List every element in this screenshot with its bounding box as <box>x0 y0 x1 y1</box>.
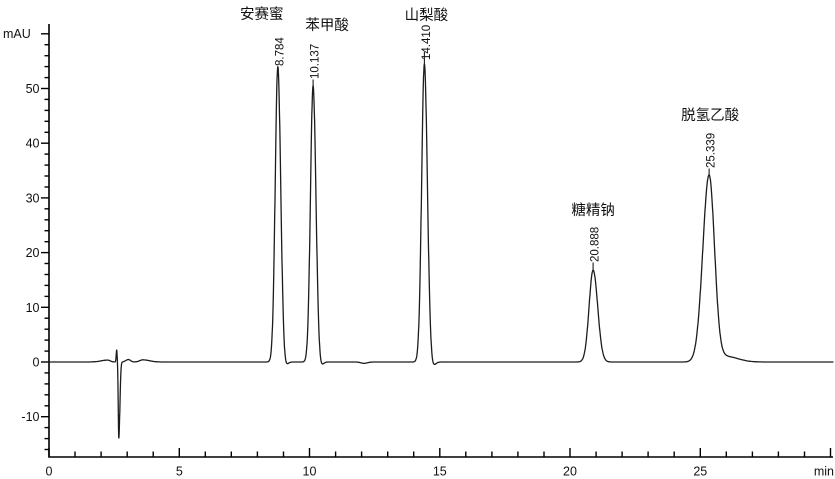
chromatogram-trace <box>48 63 834 439</box>
y-tick-label: 50 <box>26 82 40 96</box>
y-tick-label: 20 <box>26 246 40 260</box>
axes: 50 40 30 20 10 0 -10 0 5 10 15 20 25 <box>21 24 833 479</box>
peak-rt-label: 20.888 <box>590 227 602 262</box>
peak-name-label: 苯甲酸 <box>305 17 349 34</box>
peak-name-label: 脱氢乙酸 <box>681 107 739 124</box>
peak-rt-label: 25.339 <box>706 133 718 168</box>
peak-rt-label: 10.137 <box>310 44 322 79</box>
peak-rt-label: 14.410 <box>421 25 433 60</box>
y-tick-label: 40 <box>26 137 40 151</box>
x-tick-label: 5 <box>176 465 183 479</box>
x-tick-label: 25 <box>693 465 707 479</box>
x-tick-label: 20 <box>563 465 577 479</box>
y-tick-label: 30 <box>26 191 40 205</box>
y-tick-label: -10 <box>21 410 39 424</box>
y-tick-label: 0 <box>33 356 40 370</box>
axis-lines <box>48 24 833 458</box>
y-tick-label: 10 <box>26 301 40 315</box>
x-axis-unit-label: min <box>814 465 834 479</box>
peak-rt-label: 8.784 <box>274 37 286 66</box>
signal-trace <box>48 63 834 439</box>
x-tick-label: 0 <box>46 465 53 479</box>
peak-name-label: 安赛蜜 <box>240 6 284 23</box>
x-tick-label: 15 <box>433 465 447 479</box>
peak-name-label: 山梨酸 <box>405 7 449 24</box>
y-axis-unit-label: mAU <box>3 27 31 41</box>
peak-name-label: 糖精钠 <box>571 202 615 219</box>
x-tick-label: 10 <box>303 465 317 479</box>
